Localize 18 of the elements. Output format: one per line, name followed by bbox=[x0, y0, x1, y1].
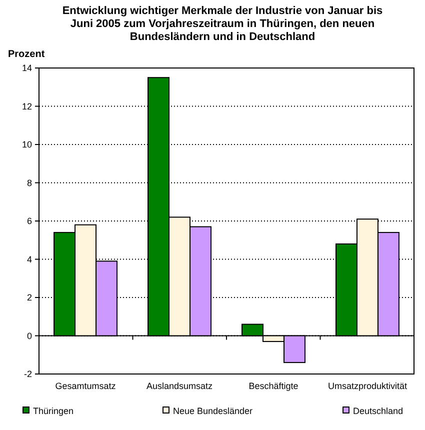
chart-title: Entwicklung wichtiger Merkmale der Industrie von Januar bis Juni 2005 zum Vorjahreszeitraum in Thüringen, den neuen Bundesländern und in Deutschland bbox=[62, 5, 383, 43]
x-tick-label: Beschäftigte bbox=[248, 381, 298, 391]
x-tick-label: Gesamtumsatz bbox=[55, 381, 116, 391]
legend-label: Deutschland bbox=[353, 406, 404, 416]
y-tick-label: 4 bbox=[26, 254, 32, 264]
y-tick-label: 6 bbox=[26, 216, 32, 226]
y-tick-label: 8 bbox=[26, 178, 32, 188]
y-tick-label: 2 bbox=[26, 292, 32, 303]
y-tick-label: 12 bbox=[22, 101, 32, 112]
y-axis-title: Prozent bbox=[8, 49, 46, 60]
legend-label: Thüringen bbox=[33, 406, 74, 416]
y-tick-label: 14 bbox=[22, 63, 32, 74]
y-tick-label: 0 bbox=[26, 330, 32, 341]
y-tick-label: 10 bbox=[22, 140, 32, 150]
legend-label: Neue Bundesländer bbox=[173, 406, 253, 416]
y-tick-label: -2 bbox=[24, 369, 32, 380]
x-tick-label: Umsatzproduktivität bbox=[328, 381, 408, 391]
x-tick-label: Auslandsumsatz bbox=[146, 381, 214, 391]
